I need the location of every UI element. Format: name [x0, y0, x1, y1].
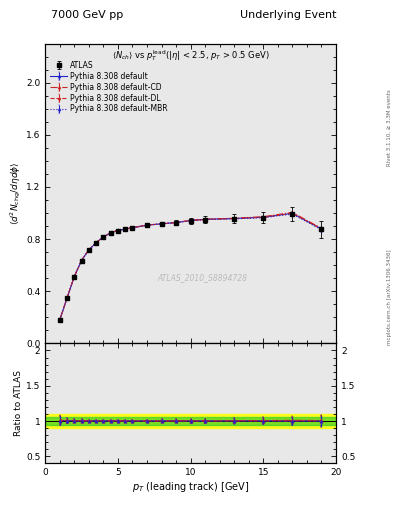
- Text: mcplots.cern.ch [arXiv:1306.3436]: mcplots.cern.ch [arXiv:1306.3436]: [387, 249, 392, 345]
- Legend: ATLAS, Pythia 8.308 default, Pythia 8.308 default-CD, Pythia 8.308 default-DL, P: ATLAS, Pythia 8.308 default, Pythia 8.30…: [50, 61, 168, 114]
- Y-axis label: $\langle d^2 N_{\rm chg}/d\eta d\phi\rangle$: $\langle d^2 N_{\rm chg}/d\eta d\phi\ran…: [9, 162, 23, 225]
- Text: 7000 GeV pp: 7000 GeV pp: [51, 10, 123, 20]
- Text: Rivet 3.1.10, ≥ 3.3M events: Rivet 3.1.10, ≥ 3.3M events: [387, 90, 392, 166]
- Text: ATLAS_2010_S8894728: ATLAS_2010_S8894728: [157, 273, 247, 282]
- X-axis label: $p_T$ (leading track) [GeV]: $p_T$ (leading track) [GeV]: [132, 480, 249, 494]
- Text: Underlying Event: Underlying Event: [239, 10, 336, 20]
- Y-axis label: Ratio to ATLAS: Ratio to ATLAS: [14, 370, 23, 436]
- Text: $\langle N_{ch}\rangle$ vs $p_T^{\rm lead}$($|\eta|$ < 2.5, $p_T$ > 0.5 GeV): $\langle N_{ch}\rangle$ vs $p_T^{\rm lea…: [112, 48, 270, 63]
